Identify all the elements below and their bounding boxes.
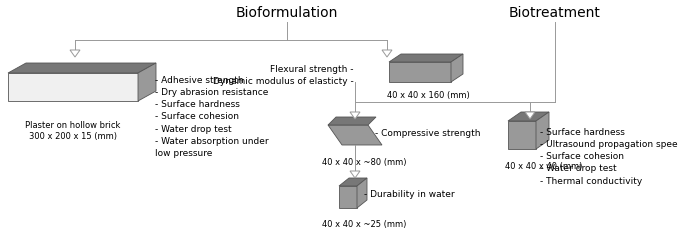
Polygon shape	[339, 186, 357, 208]
Polygon shape	[138, 64, 156, 102]
Text: 40 x 40 x 160 (mm): 40 x 40 x 160 (mm)	[387, 91, 470, 100]
Polygon shape	[389, 63, 451, 83]
Polygon shape	[70, 51, 80, 58]
Text: Flexural strength -
Dynamic modulus of elasticty -: Flexural strength - Dynamic modulus of e…	[214, 65, 354, 86]
Polygon shape	[350, 171, 360, 178]
Polygon shape	[8, 64, 156, 74]
Polygon shape	[8, 74, 138, 102]
Text: Plaster on hollow brick
300 x 200 x 15 (mm): Plaster on hollow brick 300 x 200 x 15 (…	[25, 120, 121, 141]
Text: - Adhesive strength
- Dry abrasion resistance
- Surface hardness
- Surface cohes: - Adhesive strength - Dry abrasion resis…	[155, 76, 268, 157]
Text: 40 x 40 x 40 (mm): 40 x 40 x 40 (mm)	[505, 161, 582, 170]
Polygon shape	[451, 55, 463, 83]
Polygon shape	[382, 51, 392, 58]
Text: - Surface hardness
- Ultrasound propagation speed
- Surface cohesion
- Water dro: - Surface hardness - Ultrasound propagat…	[540, 128, 678, 185]
Text: Bioformulation: Bioformulation	[236, 6, 338, 20]
Polygon shape	[525, 112, 535, 119]
Text: 40 x 40 x ~80 (mm): 40 x 40 x ~80 (mm)	[322, 157, 407, 166]
Polygon shape	[508, 112, 549, 122]
Polygon shape	[357, 178, 367, 208]
Polygon shape	[328, 126, 382, 146]
Text: 40 x 40 x ~25 (mm): 40 x 40 x ~25 (mm)	[322, 219, 406, 228]
Polygon shape	[350, 112, 360, 119]
Text: - Durability in water: - Durability in water	[364, 190, 455, 199]
Polygon shape	[389, 55, 463, 63]
Polygon shape	[508, 122, 536, 150]
Polygon shape	[339, 178, 367, 186]
Polygon shape	[328, 118, 376, 126]
Polygon shape	[536, 112, 549, 150]
Text: - Compressive strength: - Compressive strength	[375, 129, 481, 138]
Text: Biotreatment: Biotreatment	[509, 6, 601, 20]
